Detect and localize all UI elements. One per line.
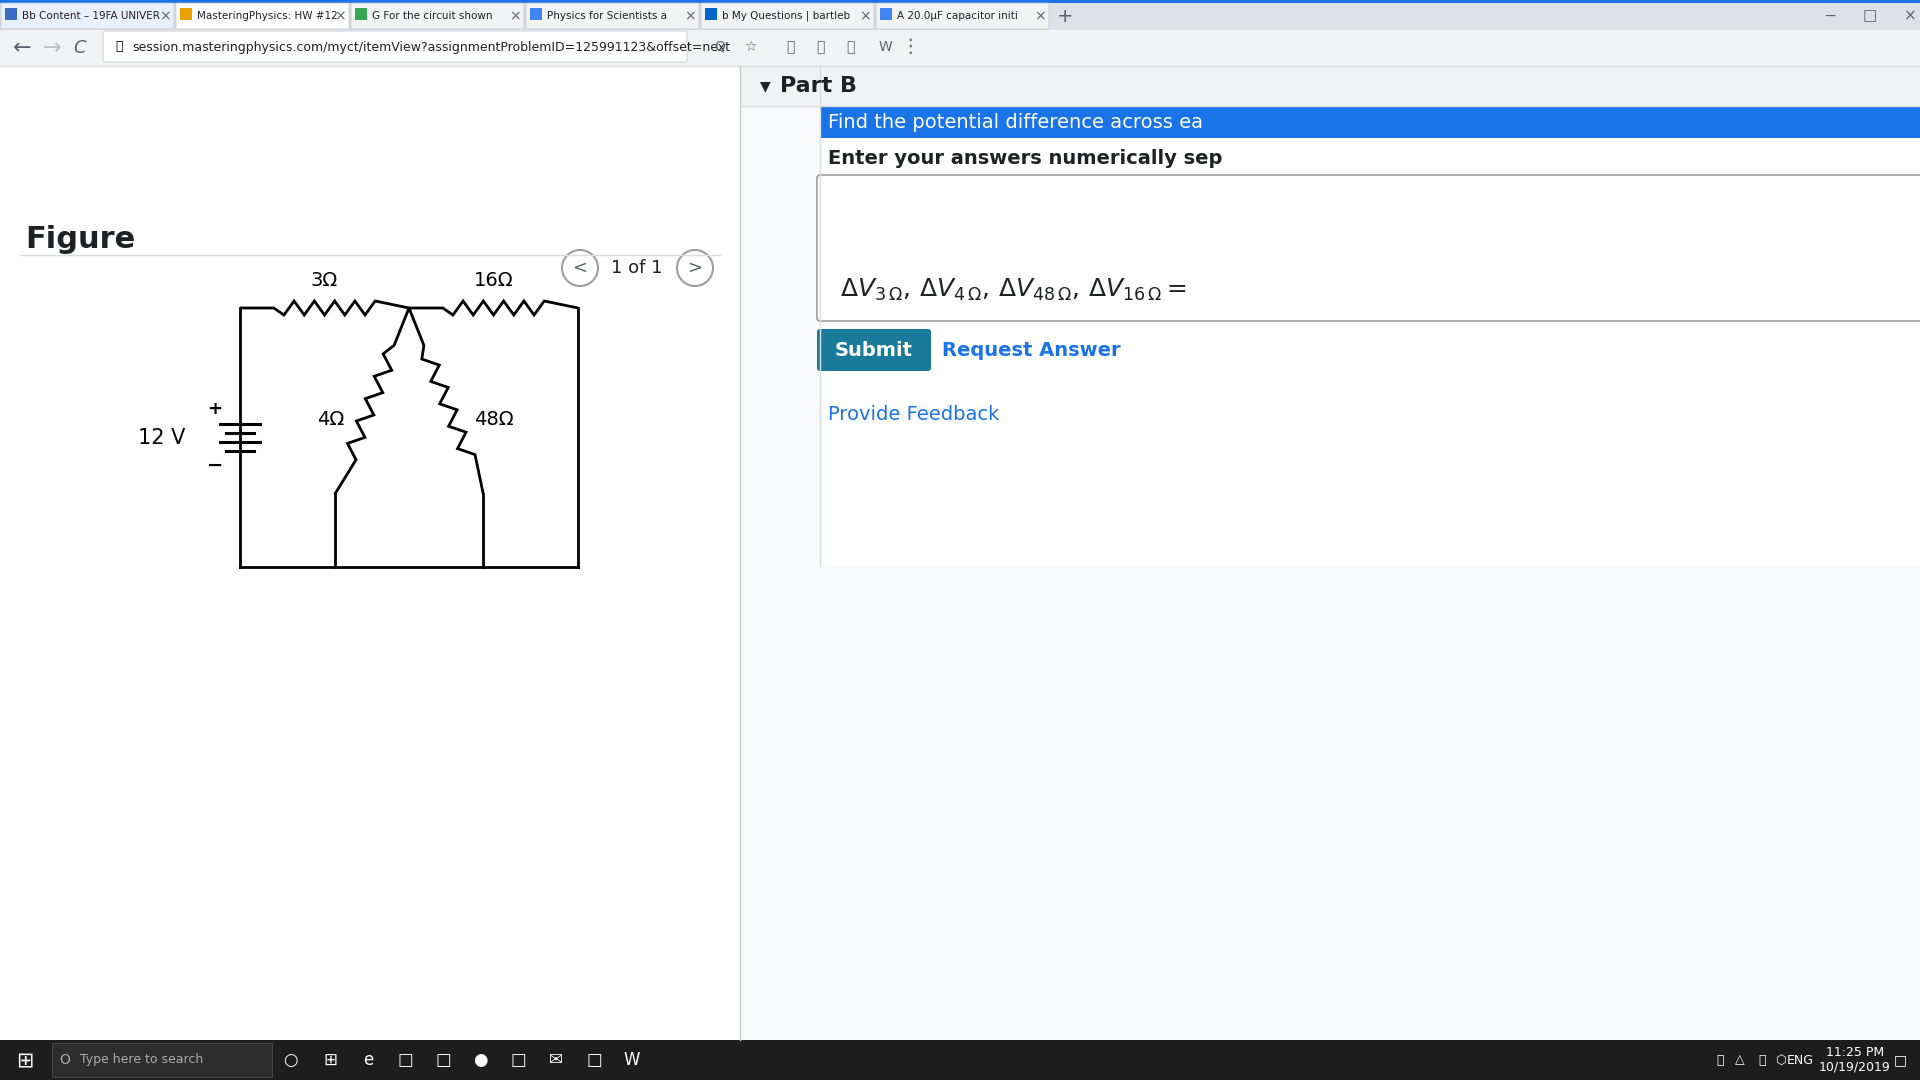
Text: □: □ [397, 1051, 413, 1069]
FancyBboxPatch shape [2, 3, 175, 29]
Text: $\Delta V_{3\,\Omega},\,\Delta V_{4\,\Omega},\,\Delta V_{48\,\Omega},\,\Delta V_: $\Delta V_{3\,\Omega},\,\Delta V_{4\,\Om… [841, 276, 1187, 303]
FancyBboxPatch shape [818, 329, 931, 372]
Text: Type here to search: Type here to search [81, 1053, 204, 1067]
Text: 🟢: 🟢 [816, 40, 824, 54]
Text: ⋮: ⋮ [900, 38, 920, 56]
Bar [705, 8, 716, 21]
Text: Provide Feedback: Provide Feedback [828, 405, 1000, 424]
Text: 12 V: 12 V [138, 428, 184, 447]
Text: 🔒: 🔒 [115, 40, 123, 54]
Text: +: + [1056, 6, 1073, 26]
Text: Part B: Part B [780, 76, 856, 96]
Text: △: △ [1736, 1053, 1745, 1067]
Text: ⊞: ⊞ [323, 1051, 336, 1069]
FancyBboxPatch shape [526, 3, 699, 29]
Text: C: C [73, 39, 86, 57]
Text: □: □ [1862, 9, 1878, 24]
Text: Enter your answers numerically sep: Enter your answers numerically sep [828, 148, 1223, 167]
Circle shape [563, 249, 597, 286]
Text: 1 of 1: 1 of 1 [611, 259, 662, 276]
Text: e: e [363, 1051, 372, 1069]
Text: →: → [42, 38, 61, 58]
Text: ×: × [334, 9, 346, 23]
Text: MasteringPhysics: HW #12: MasteringPhysics: HW #12 [198, 11, 338, 21]
Text: ×: × [684, 9, 695, 23]
Text: ×: × [1903, 9, 1916, 24]
Text: ENG: ENG [1786, 1053, 1814, 1067]
Text: 11:25 PM: 11:25 PM [1826, 1047, 1884, 1059]
Text: Request Answer: Request Answer [943, 340, 1121, 360]
Text: W: W [877, 40, 893, 54]
Text: ←: ← [13, 38, 31, 58]
Text: Find the potential difference across ea: Find the potential difference across ea [828, 112, 1204, 132]
Text: ⊞: ⊞ [15, 1050, 35, 1070]
Bar [52, 1043, 273, 1077]
Text: 🔴: 🔴 [785, 40, 795, 54]
Text: □: □ [1893, 1053, 1907, 1067]
Bar [530, 8, 541, 21]
FancyBboxPatch shape [351, 3, 524, 29]
Bar [879, 8, 893, 21]
Text: ▼: ▼ [760, 79, 770, 93]
Text: ×: × [858, 9, 872, 23]
Text: 🔋: 🔋 [1716, 1053, 1724, 1067]
Bar [820, 106, 1920, 138]
Bar [0, 0, 1920, 3]
Text: Bb Content – 19FA UNIVER: Bb Content – 19FA UNIVER [21, 11, 159, 21]
Text: Figure: Figure [25, 226, 134, 255]
Text: □: □ [436, 1051, 451, 1069]
FancyBboxPatch shape [701, 3, 874, 29]
Text: ×: × [509, 9, 520, 23]
Text: 16Ω: 16Ω [474, 270, 513, 289]
Text: A 20.0μF capacitor initi: A 20.0μF capacitor initi [897, 11, 1018, 21]
FancyBboxPatch shape [818, 175, 1920, 321]
Bar [0, 30, 1920, 66]
Text: 10/19/2019: 10/19/2019 [1818, 1061, 1891, 1074]
Circle shape [678, 249, 712, 286]
Bar [0, 1040, 50, 1080]
Text: 3Ω: 3Ω [311, 270, 338, 289]
FancyBboxPatch shape [104, 31, 687, 62]
Text: 🔊: 🔊 [1759, 1053, 1766, 1067]
Text: W: W [624, 1051, 639, 1069]
Text: Physics for Scientists a: Physics for Scientists a [547, 11, 666, 21]
Text: Q: Q [714, 40, 726, 54]
Bar [6, 8, 17, 21]
Text: ○: ○ [282, 1051, 298, 1069]
Text: ⬡: ⬡ [1774, 1053, 1786, 1067]
Text: <: < [572, 259, 588, 276]
Text: b My Questions | bartleb: b My Questions | bartleb [722, 11, 851, 22]
Text: −: − [207, 456, 223, 475]
FancyBboxPatch shape [876, 3, 1048, 29]
Bar [0, 0, 1920, 30]
Bar [0, 1040, 1920, 1080]
Text: >: > [687, 259, 703, 276]
Text: O: O [60, 1053, 71, 1067]
Bar [355, 8, 367, 21]
Bar [820, 66, 1920, 566]
Text: ●: ● [472, 1051, 488, 1069]
Text: □: □ [511, 1051, 526, 1069]
Text: 48Ω: 48Ω [474, 409, 515, 429]
Text: ☆: ☆ [743, 40, 756, 54]
Text: ─: ─ [1826, 9, 1836, 24]
Bar [739, 66, 1920, 1040]
Bar [739, 66, 1920, 106]
Text: ×: × [159, 9, 171, 23]
Text: Submit: Submit [835, 340, 914, 360]
Text: ×: × [1035, 9, 1046, 23]
FancyBboxPatch shape [177, 3, 349, 29]
Text: session.masteringphysics.com/myct/itemView?assignmentProblemID=125991123&offset=: session.masteringphysics.com/myct/itemVi… [132, 40, 730, 54]
Text: 🔴: 🔴 [847, 40, 854, 54]
Text: ✉: ✉ [549, 1051, 563, 1069]
Text: +: + [207, 401, 223, 418]
Text: □: □ [586, 1051, 601, 1069]
Bar [180, 8, 192, 21]
Bar [0, 66, 739, 1040]
Text: 4Ω: 4Ω [317, 409, 344, 429]
Text: G For the circuit shown: G For the circuit shown [372, 11, 495, 21]
